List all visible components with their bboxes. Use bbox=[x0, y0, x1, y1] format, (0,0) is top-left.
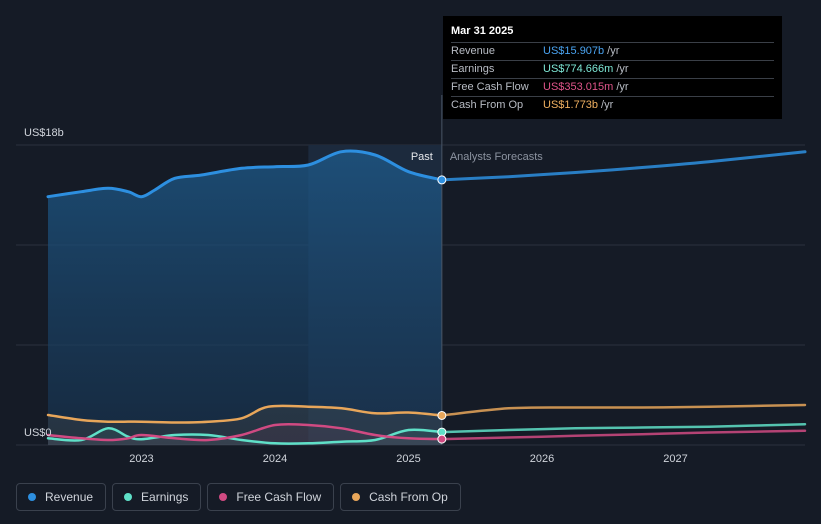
series-forecast-line-earnings bbox=[440, 422, 807, 434]
tooltip-date: Mar 31 2025 bbox=[451, 25, 514, 37]
series-marker-cash-from-op bbox=[437, 410, 447, 420]
revenue-area bbox=[48, 151, 442, 446]
legend-item-earnings[interactable]: Earnings bbox=[112, 483, 202, 511]
legend-dot-icon bbox=[352, 493, 361, 501]
y-axis-top-label: US$18b bbox=[24, 127, 64, 139]
tooltip-unit: /yr bbox=[607, 45, 620, 57]
tooltip-label: Earnings bbox=[451, 63, 495, 75]
legend-label: Free Cash Flow bbox=[236, 490, 322, 504]
tooltip-value: US$353.015m bbox=[543, 81, 614, 93]
legend-label: Earnings bbox=[141, 490, 189, 504]
tooltip-value: US$15.907b bbox=[543, 45, 605, 57]
tooltip-label: Revenue bbox=[451, 45, 496, 57]
series-line-cash-from-op bbox=[46, 404, 444, 424]
y-axis-bottom-label: US$0 bbox=[24, 427, 52, 439]
tooltip-unit: /yr bbox=[601, 99, 614, 111]
tooltip-value: US$774.666m bbox=[543, 63, 614, 75]
tooltip-unit: /yr bbox=[616, 63, 629, 75]
tooltip-row-cash-from-op: Cash From Op US$1.773b /yr bbox=[451, 96, 774, 114]
legend-dot-icon bbox=[124, 493, 133, 501]
past-label: Past bbox=[411, 151, 433, 163]
tooltip-value: US$1.773b bbox=[543, 99, 599, 111]
series-forecast-line-revenue bbox=[440, 150, 807, 182]
x-tick-label: 2027 bbox=[663, 453, 687, 465]
x-tick-label: 2024 bbox=[263, 453, 287, 465]
legend-dot-icon bbox=[219, 493, 228, 501]
data-tooltip: Mar 31 2025 Revenue US$15.907b /yr Earni… bbox=[443, 16, 782, 119]
legend-label: Cash From Op bbox=[369, 490, 448, 504]
legend-label: Revenue bbox=[45, 490, 94, 504]
legend-item-cash-from-op[interactable]: Cash From Op bbox=[340, 483, 461, 511]
tooltip-row-earnings: Earnings US$774.666m /yr bbox=[451, 60, 774, 78]
series-forecast-line-cash-from-op bbox=[440, 403, 807, 417]
series-forecast-line-free-cash-flow bbox=[440, 429, 807, 441]
tooltip-row-free-cash-flow: Free Cash Flow US$353.015m /yr bbox=[451, 78, 774, 96]
x-tick-label: 2025 bbox=[396, 453, 420, 465]
forecast-label: Analysts Forecasts bbox=[450, 151, 543, 163]
series-marker-revenue bbox=[437, 175, 447, 185]
tooltip-unit: /yr bbox=[616, 81, 629, 93]
tooltip-label: Free Cash Flow bbox=[451, 81, 529, 93]
series-line-revenue bbox=[46, 149, 444, 199]
legend-dot-icon bbox=[28, 493, 36, 501]
x-tick-label: 2023 bbox=[129, 453, 153, 465]
series-marker-free-cash-flow bbox=[437, 434, 447, 444]
series-line-free-cash-flow bbox=[46, 422, 444, 442]
legend-item-revenue[interactable]: Revenue bbox=[16, 483, 107, 511]
tooltip-label: Cash From Op bbox=[451, 99, 524, 111]
legend-item-free-cash-flow[interactable]: Free Cash Flow bbox=[207, 483, 335, 511]
tooltip-row-revenue: Revenue US$15.907b /yr bbox=[451, 42, 774, 60]
chart-legend: Revenue Earnings Free Cash Flow Cash Fro… bbox=[16, 483, 461, 511]
series-area-earnings bbox=[48, 428, 442, 445]
x-tick-label: 2026 bbox=[530, 453, 554, 465]
